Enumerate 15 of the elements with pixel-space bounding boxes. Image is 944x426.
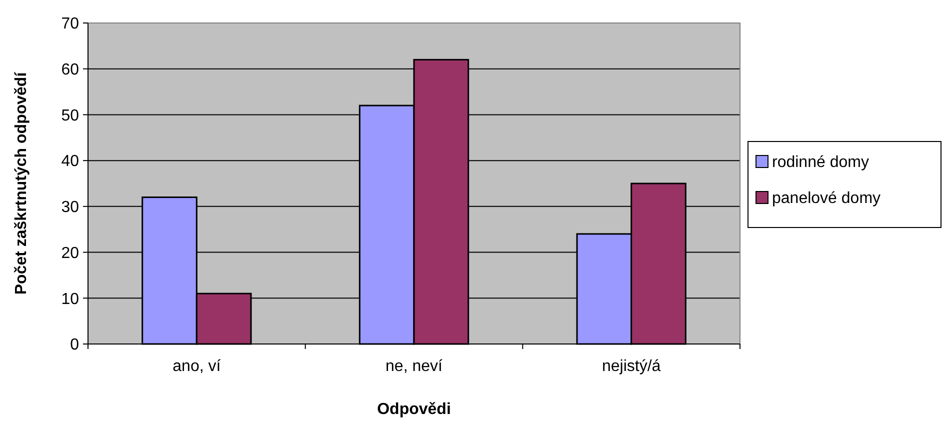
x-tick-label: ano, ví [172,358,222,375]
y-tick-label: 20 [61,244,80,262]
legend-label: panelové domy [772,190,881,208]
x-tick-label: ne, neví [386,358,444,375]
legend-label: rodinné domy [772,154,869,172]
y-axis-title: Počet zaškrtnutých odpovědí [13,72,30,295]
y-tick-label: 10 [61,290,80,308]
y-tick-label: 60 [61,61,80,78]
y-tick-label: 70 [61,16,80,33]
x-axis-title: Odpovědi [377,401,451,418]
y-tick-label: 50 [61,107,80,124]
y-tick-label: 0 [70,336,80,354]
y-tick-label: 30 [61,199,80,216]
y-tick-label: 40 [61,153,80,170]
x-tick-label: nejistý/á [602,358,661,375]
